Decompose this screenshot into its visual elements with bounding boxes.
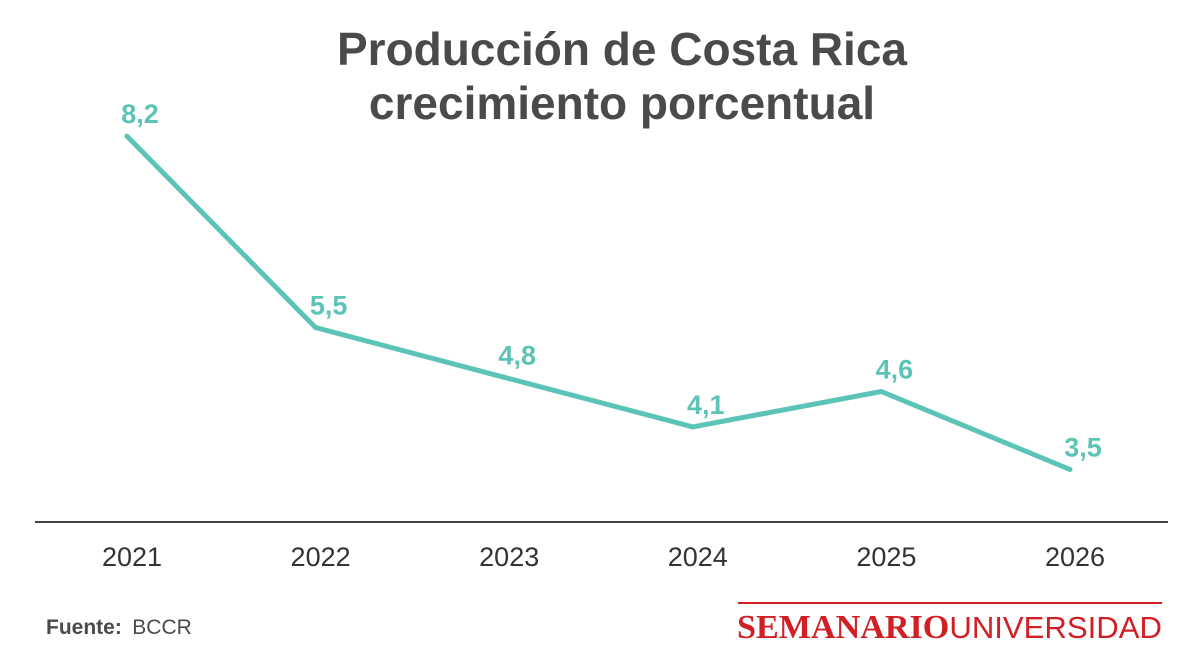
source-value: BCCR — [132, 616, 192, 639]
chart-title-line-1: Producción de Costa Rica — [337, 23, 907, 75]
svg-text:SEMANARIOUNIVERSIDAD: SEMANARIOUNIVERSIDAD — [737, 609, 1162, 646]
plot-area: 8,2 2021 5,5 2022 4,8 2023 4,1 2024 4,6 2025 3,5 20… — [102, 99, 1105, 572]
data-label-2022: 5,5 — [310, 291, 348, 321]
x-tick-label-2023: 2023 — [479, 542, 539, 572]
svg-text:Fuente: BCCR: Fuente: BCCR — [46, 616, 192, 639]
data-point-2024 — [690, 424, 696, 430]
data-point-2021 — [124, 133, 130, 139]
logo-text-universidad: UNIVERSIDAD — [949, 610, 1162, 645]
data-label-2026: 3,5 — [1064, 433, 1102, 463]
semanario-universidad-logo: SEMANARIOUNIVERSIDAD — [737, 602, 1162, 646]
x-tick-label-2022: 2022 — [291, 542, 351, 572]
data-point-2025 — [878, 389, 884, 394]
source-label: Fuente: — [46, 616, 122, 639]
data-point-2022 — [313, 325, 319, 331]
data-label-2024: 4,1 — [687, 390, 725, 420]
x-tick-label-2021: 2021 — [102, 542, 162, 572]
data-label-2021: 8,2 — [121, 99, 159, 129]
x-tick-label-2025: 2025 — [856, 542, 916, 572]
logo-text-semanario: SEMANARIO — [737, 609, 949, 646]
data-point-2023 — [501, 374, 507, 380]
x-tick-label-2026: 2026 — [1045, 542, 1105, 572]
series-line — [124, 133, 1073, 472]
source-note: Fuente: BCCR — [46, 616, 192, 639]
data-point-2026 — [1067, 467, 1073, 472]
data-label-2023: 4,8 — [498, 340, 536, 370]
data-label-2025: 4,6 — [876, 355, 914, 385]
x-tick-label-2024: 2024 — [668, 542, 728, 572]
chart-title-line-2: crecimiento porcentual — [369, 77, 875, 129]
